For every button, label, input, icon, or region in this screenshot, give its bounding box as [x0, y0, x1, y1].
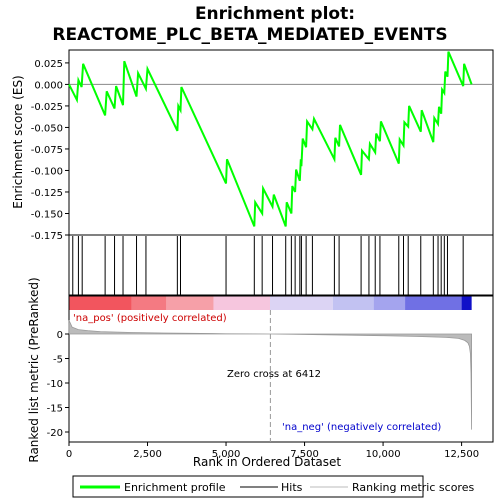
zero-cross-label: Zero cross at 6412 — [227, 369, 321, 380]
es-y-axis-label: Enrichment score (ES) — [11, 75, 25, 208]
es-y-axis: 0.025 0.000 -0.025 -0.050 -0.075 -0.100 -0.125… — [31, 59, 69, 242]
negative-correlation-label: 'na_neg' (negatively correlated) — [282, 422, 441, 433]
metric-panel: 0 -5 -10 -15 -20 'na_pos' (positively correl… — [27, 277, 494, 463]
ranking-bar-segment — [373, 296, 406, 310]
ranking-bar-segment — [405, 296, 462, 310]
chart-title-line2: REACTOME_PLC_BETA_MEDIATED_EVENTS — [52, 25, 447, 45]
hits-panel-frame — [68, 234, 494, 296]
es-panel-frame — [68, 49, 494, 236]
legend-metric-label: Ranking metric scores — [352, 481, 474, 494]
es-y-tick-label: -0.175 — [31, 231, 63, 242]
x-tick-label: 7,500 — [290, 449, 319, 460]
x-axis-label: Rank in Ordered Dataset — [193, 455, 341, 469]
x-tick-label: 2,500 — [133, 449, 162, 460]
es-y-tick-label: -0.025 — [31, 102, 63, 113]
enrichment-profile-line — [68, 51, 473, 227]
ranking-bar-segment — [69, 296, 132, 310]
hit-markers — [72, 236, 464, 295]
metric-y-tick-label: 0 — [57, 330, 63, 341]
legend: Enrichment profile Hits Ranking metric s… — [72, 475, 474, 498]
es-y-tick-label: -0.150 — [31, 209, 63, 220]
metric-y-axis-label: Ranked list metric (PreRanked) — [27, 277, 41, 462]
metric-y-tick-label: -15 — [47, 404, 63, 415]
x-tick-label: 5,000 — [212, 449, 241, 460]
metric-y-tick-label: -5 — [53, 355, 63, 366]
es-y-tick-label: -0.050 — [31, 123, 63, 134]
ranking-bar-segment — [461, 296, 472, 310]
ranking-metric-area — [68, 320, 472, 430]
es-y-tick-label: 0.000 — [34, 80, 63, 91]
legend-hits-label: Hits — [281, 481, 303, 494]
metric-y-tick-label: -10 — [47, 379, 63, 390]
ranking-bar-segment — [332, 296, 374, 310]
x-tick-label: 12,500 — [444, 449, 479, 460]
ranking-bar-segment — [166, 296, 214, 310]
hits-panel — [68, 234, 494, 296]
x-tick-label: 10,000 — [366, 449, 401, 460]
ranking-bar-segment — [213, 296, 271, 310]
legend-enrichment-label: Enrichment profile — [124, 481, 226, 494]
ranking-bar-segment — [131, 296, 167, 310]
es-y-tick-label: 0.025 — [34, 59, 63, 70]
es-y-tick-label: -0.075 — [31, 145, 63, 156]
chart-title-line1: Enrichment plot: — [195, 4, 355, 24]
es-y-tick-label: -0.100 — [31, 166, 63, 177]
metric-y-tick-label: -20 — [47, 428, 63, 439]
metric-y-axis: 0 -5 -10 -15 -20 — [47, 330, 69, 439]
ranking-bar-segment — [270, 296, 333, 310]
x-tick-label: 0 — [66, 449, 72, 460]
es-y-tick-label: -0.125 — [31, 188, 63, 199]
x-axis: 0 2,500 5,000 7,500 10,000 12,500 — [66, 442, 479, 460]
metric-panel-frame — [68, 295, 494, 443]
ranking-color-bar — [69, 296, 472, 310]
positive-correlation-label: 'na_pos' (positively correlated) — [73, 313, 227, 324]
es-panel: 0.025 0.000 -0.025 -0.050 -0.075 -0.100 -0.125… — [11, 49, 494, 242]
